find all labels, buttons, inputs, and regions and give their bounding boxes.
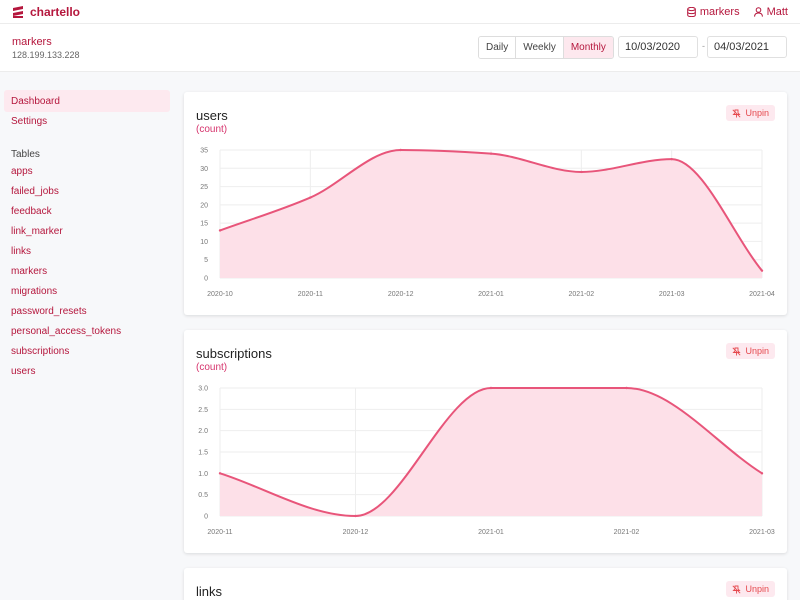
user-menu[interactable]: Matt <box>753 6 788 18</box>
unpin-icon <box>732 584 742 594</box>
sidebar-item-password-resets[interactable]: password_resets <box>11 306 87 317</box>
y-tick-label: 3.0 <box>198 386 208 393</box>
data-point[interactable] <box>625 386 628 390</box>
data-point[interactable] <box>309 196 312 199</box>
y-tick-label: 0 <box>204 276 208 283</box>
y-tick-label: 0 <box>204 514 208 521</box>
data-point[interactable] <box>218 229 222 232</box>
x-tick-label: 2021-03 <box>749 529 775 536</box>
data-point[interactable] <box>489 386 493 390</box>
x-tick-label: 2021-01 <box>478 291 504 298</box>
sidebar-item-users[interactable]: users <box>11 366 36 377</box>
x-tick-label: 2021-02 <box>568 291 594 298</box>
x-tick-label: 2021-04 <box>749 291 775 298</box>
sidebar-item-markers[interactable]: markers <box>11 266 48 277</box>
data-point[interactable] <box>489 152 493 155</box>
sidebar-item-feedback[interactable]: feedback <box>11 206 52 217</box>
y-tick-label: 25 <box>200 184 208 191</box>
unpin-button[interactable]: Unpin <box>726 105 775 121</box>
chart-subtitle: (count) <box>196 362 228 373</box>
chart-title: links <box>196 584 223 599</box>
sidebar-item-apps[interactable]: apps <box>11 166 33 177</box>
brand-name: chartello <box>30 5 81 19</box>
data-point[interactable] <box>354 514 357 518</box>
user-menu-label: Matt <box>766 6 788 18</box>
subscriptions-chart: 0 0.5 1.0 1.5 2.0 2.5 3.0 2020-11 2020-12 2021-01… <box>198 386 775 537</box>
chart-card-users: 0 5 10 15 20 25 30 35 2020-10 2020-11 2020-12 2021-… <box>184 92 787 315</box>
sidebar-item-dashboard[interactable]: Dashboard <box>11 96 60 107</box>
unpin-icon <box>732 108 742 118</box>
x-tick-label: 2020-10 <box>207 291 233 298</box>
series-area <box>220 150 762 278</box>
sidebar-tables-heading: Tables <box>11 149 40 160</box>
brand-logo-link[interactable]: chartello <box>12 5 80 19</box>
unpin-icon <box>732 346 742 356</box>
data-point[interactable] <box>580 170 583 174</box>
data-point[interactable] <box>760 269 764 272</box>
chart-title: subscriptions <box>196 346 272 361</box>
series-line <box>219 387 763 518</box>
y-tick-label: 30 <box>200 166 208 173</box>
data-point[interactable] <box>218 472 222 475</box>
chartello-logo-icon <box>13 6 23 18</box>
y-tick-label: 0.5 <box>198 492 208 499</box>
sidebar-item-migrations[interactable]: migrations <box>11 286 58 297</box>
top-navbar: chartello markers Matt <box>0 0 800 24</box>
x-tick-label: 2020-12 <box>388 291 414 298</box>
x-tick-label: 2021-03 <box>659 291 685 298</box>
sidebar-item-link-marker[interactable]: link_marker <box>11 226 63 237</box>
y-tick-label: 35 <box>200 148 208 155</box>
dashboard-header: markers 128.199.133.228 Daily Weekly Mon… <box>0 24 800 72</box>
chart-title: users <box>196 108 228 123</box>
unpin-label: Unpin <box>745 346 769 356</box>
period-daily-button[interactable]: Daily <box>479 37 517 58</box>
y-tick-label: 2.5 <box>198 407 208 414</box>
date-to-input[interactable]: 04/03/2021 <box>707 36 787 58</box>
unpin-label: Unpin <box>745 108 769 118</box>
y-tick-label: 10 <box>200 239 208 246</box>
period-selector: Daily Weekly Monthly <box>478 36 614 59</box>
y-tick-label: 5 <box>204 257 208 264</box>
y-tick-label: 1.5 <box>198 450 208 457</box>
y-tick-label: 20 <box>200 202 208 209</box>
sidebar-item-subscriptions[interactable]: subscriptions <box>11 346 70 357</box>
chart-card-links: links Unpin <box>184 568 787 600</box>
unpin-button[interactable]: Unpin <box>726 343 775 359</box>
chart-card-subscriptions: 0 0.5 1.0 1.5 2.0 2.5 3.0 2020-11 2020-12 2021-01… <box>184 330 787 553</box>
database-icon <box>687 7 696 17</box>
date-range-separator: - <box>702 41 705 51</box>
y-tick-label: 1.0 <box>198 471 208 478</box>
series-area <box>220 388 762 516</box>
unpin-label: Unpin <box>745 584 769 594</box>
date-from-input[interactable]: 10/03/2020 <box>618 36 698 58</box>
user-icon <box>753 7 763 17</box>
database-menu[interactable]: markers <box>687 6 740 18</box>
sidebar-item-personal-access-tokens[interactable]: personal_access_tokens <box>11 326 122 337</box>
x-tick-label: 2021-01 <box>478 529 504 536</box>
chart-subtitle: (count) <box>196 124 228 135</box>
period-weekly-button[interactable]: Weekly <box>516 37 564 58</box>
data-point[interactable] <box>760 472 764 475</box>
y-tick-label: 2.0 <box>198 428 208 435</box>
x-tick-label: 2020-11 <box>298 291 323 298</box>
sidebar-item-failed-jobs[interactable]: failed_jobs <box>11 186 59 197</box>
data-point[interactable] <box>670 157 673 161</box>
sidebar-item-links[interactable]: links <box>11 246 32 257</box>
users-chart: 0 5 10 15 20 25 30 35 2020-10 2020-11 2020-12 2021-… <box>200 148 775 299</box>
database-menu-label: markers <box>699 6 740 18</box>
y-tick-label: 15 <box>200 221 208 228</box>
unpin-button[interactable]: Unpin <box>726 581 775 597</box>
sidebar-active-highlight <box>4 90 170 112</box>
sidebar-item-settings[interactable]: Settings <box>11 116 48 127</box>
x-tick-label: 2020-11 <box>207 529 232 536</box>
x-tick-label: 2021-02 <box>614 529 640 536</box>
x-tick-label: 2020-12 <box>343 529 369 536</box>
data-point[interactable] <box>399 148 402 152</box>
database-name: markers <box>12 36 52 48</box>
database-host: 128.199.133.228 <box>12 50 80 60</box>
period-monthly-button[interactable]: Monthly <box>563 37 613 58</box>
